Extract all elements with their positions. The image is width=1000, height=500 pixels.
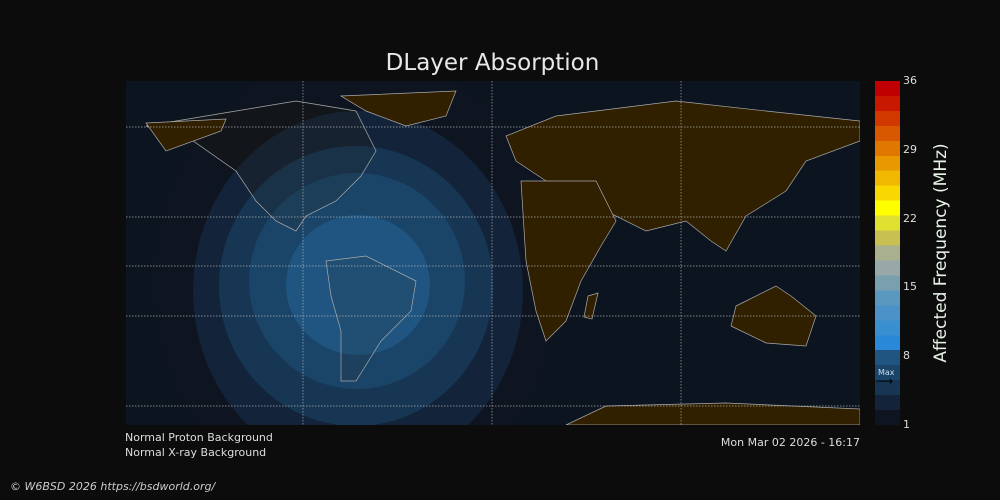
colorbar-tick-label: 29 <box>903 142 917 156</box>
chart-title: DLayer Absorption <box>385 50 600 76</box>
colorbar-tick-label: 1 <box>903 418 910 431</box>
grid-lines <box>126 81 860 425</box>
land-greenland <box>339 90 457 127</box>
colorbar-tick-label: 15 <box>903 280 917 294</box>
colorbar-tick-label: 22 <box>903 211 917 225</box>
max-arrow-icon: ⟶ <box>876 373 894 388</box>
timestamp: Mon Mar 02 2026 - 16:17 <box>720 436 860 449</box>
max-marker-label: Max <box>878 367 895 377</box>
land-australia <box>730 285 817 347</box>
colorbar <box>875 81 900 425</box>
colorbar-tick-label: 36 <box>903 74 917 87</box>
land-south-america <box>325 255 417 382</box>
land-madagascar <box>583 292 599 320</box>
land-africa <box>520 180 617 342</box>
absorption-contours <box>151 81 561 425</box>
absorption-map <box>126 81 860 425</box>
copyright: © W6BSD 2026 https://bsdworld.org/ <box>10 480 216 493</box>
land-masses <box>145 90 860 425</box>
xray-status: Normal X-ray Background <box>125 446 267 459</box>
proton-status: Normal Proton Background <box>125 431 273 444</box>
contour-level-5 <box>286 215 430 355</box>
colorbar-tick-label: 8 <box>903 349 910 363</box>
colorbar-label: Affected Frequency (MHz) <box>931 143 951 363</box>
